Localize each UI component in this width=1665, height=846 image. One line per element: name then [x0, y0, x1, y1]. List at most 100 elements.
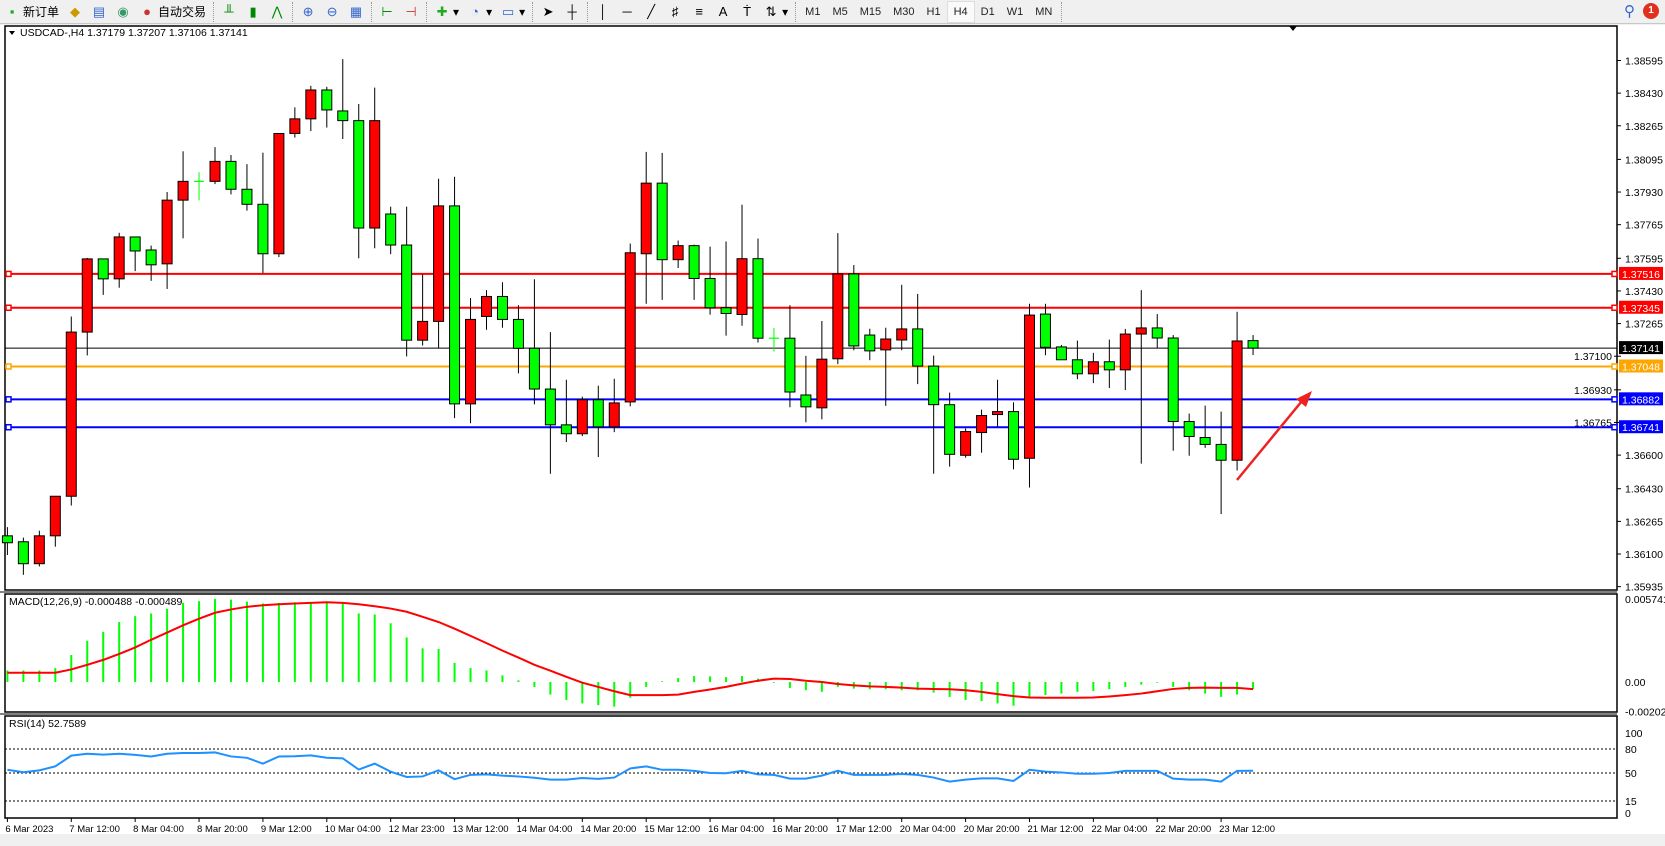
macd-axis-label: 0.00 — [1625, 677, 1646, 689]
candle-bullish — [305, 89, 317, 120]
candle-bullish — [433, 205, 445, 322]
price-axis-label: 1.37265 — [1625, 319, 1663, 331]
time-axis-label: 13 Mar 12:00 — [453, 824, 509, 835]
candle-bearish — [321, 89, 333, 111]
candle-bullish — [816, 358, 828, 409]
tile-windows-button[interactable]: ▦ — [344, 1, 368, 23]
trendline-button[interactable]: ╱ — [639, 1, 663, 23]
time-axis-label: 21 Mar 12:00 — [1027, 824, 1083, 835]
red-arrow-head — [1296, 391, 1312, 407]
indicators-icon: ✚ — [436, 3, 448, 19]
vertical-line-button[interactable]: │ — [591, 1, 615, 23]
price-axis-label: 1.37595 — [1625, 253, 1663, 265]
candle-bullish — [832, 273, 844, 360]
candle-bearish — [145, 249, 157, 266]
timeframe-m5[interactable]: M5 — [832, 5, 848, 18]
chart-window[interactable]: 1.38595 1.38430 1.38265 1.38095 1.37930 1.377… — [0, 25, 1665, 843]
rsi-axis-label: 50 — [1625, 768, 1637, 780]
timeframe-d1[interactable]: D1 — [980, 5, 995, 18]
fibo-fan-button[interactable]: ≡ — [687, 1, 711, 23]
level-handle[interactable] — [1611, 363, 1618, 370]
notification-badge[interactable]: 1 — [1643, 3, 1659, 19]
time-axis-label: 23 Mar 12:00 — [1219, 824, 1275, 835]
auto-trading-button[interactable]: ● 自动交易 — [135, 1, 210, 23]
time-axis-label: 9 Mar 12:00 — [261, 824, 312, 835]
level-handle[interactable] — [1611, 304, 1618, 311]
time-axis-label: 16 Mar 20:00 — [772, 824, 828, 835]
candlestick-button[interactable]: ▮ — [241, 1, 265, 23]
candle-bearish — [1167, 337, 1179, 422]
candle-bearish — [449, 205, 461, 405]
timeframe-h4[interactable]: H4 — [946, 0, 975, 23]
text-button[interactable]: A — [711, 1, 735, 23]
templates-button[interactable]: ▭ ▾ — [496, 1, 529, 23]
line-chart-button[interactable]: ⋀ — [265, 1, 289, 23]
timeframe-m15[interactable]: M15 — [859, 5, 882, 18]
indicators-button[interactable]: ✚ ▾ — [430, 1, 463, 23]
time-axis-label: 10 Mar 04:00 — [325, 824, 381, 835]
candle-bullish — [608, 402, 620, 428]
fibonacci-button[interactable]: ♯ — [663, 1, 687, 23]
fibonacci-icon: ♯ — [671, 3, 679, 19]
red-arrow[interactable] — [1236, 400, 1303, 481]
bar-chart-button[interactable]: ╨ — [217, 1, 241, 23]
signal-button[interactable]: ◉ — [111, 1, 135, 23]
candle-bearish — [97, 258, 109, 280]
level-handle[interactable] — [5, 270, 12, 278]
horizontal-line-button[interactable]: ─ — [615, 1, 639, 23]
search-icon[interactable]: ⚲ — [1624, 3, 1635, 20]
book-button[interactable]: ◆ — [63, 1, 87, 23]
candle-bearish — [848, 273, 860, 347]
zoom-in-button[interactable]: ⊕ — [296, 1, 320, 23]
level-handle[interactable] — [5, 423, 12, 431]
candle-bullish — [1135, 327, 1147, 335]
vertical-line-icon: │ — [599, 3, 608, 19]
candle-bullish — [976, 415, 988, 434]
candle-bearish — [1071, 359, 1083, 375]
text-label-button[interactable]: Ṫ — [735, 1, 759, 23]
autoscroll-icon: ⊣ — [405, 3, 417, 19]
zoom-in-icon: ⊕ — [302, 3, 314, 19]
bid-price-label: 1.37141 — [1622, 343, 1660, 355]
level-handle[interactable] — [1611, 270, 1618, 278]
level-handle[interactable] — [5, 304, 12, 311]
crosshair-button[interactable]: ┼ — [560, 1, 584, 23]
candle-bearish — [1008, 411, 1020, 460]
timeframe-w1[interactable]: W1 — [1006, 5, 1024, 18]
candle-bearish — [688, 245, 700, 279]
autoscroll-button[interactable]: ⊣ — [399, 1, 423, 23]
new-order-button[interactable]: ▪ 新订单 — [0, 1, 63, 23]
time-axis-label: 8 Mar 04:00 — [133, 824, 184, 835]
timeframe-mn[interactable]: MN — [1035, 5, 1053, 18]
price-axis-label: 1.35935 — [1625, 582, 1663, 594]
market-watch-button[interactable]: ▤ — [87, 1, 111, 23]
rsi-axis-label: 100 — [1625, 728, 1643, 740]
timeframe-m1[interactable]: M1 — [805, 5, 821, 18]
price-axis-label: 1.37100 — [1574, 351, 1612, 363]
chart-shift-button[interactable]: ⊢ — [375, 1, 399, 23]
arrows-button[interactable]: ⇅ ▾ — [759, 1, 792, 23]
level-handle[interactable] — [5, 396, 12, 403]
level-price-tag — [1619, 392, 1663, 406]
chevron-down-icon: ▾ — [453, 4, 460, 19]
level-handle[interactable] — [1611, 396, 1618, 403]
price-axis-label: 1.38595 — [1625, 56, 1663, 68]
time-axis-label: 20 Mar 20:00 — [964, 824, 1020, 835]
toolbar: ▪ 新订单 ◆ ▤ ◉ ● 自动交易 ╨ ▮ ⋀ ⊕ ⊖ ▦ ⊢ ⊣ ✚ ▾ ◔ ▾ ▭… — [0, 0, 1665, 24]
candle-bullish — [273, 132, 285, 255]
cursor-button[interactable]: ➤ — [536, 1, 560, 23]
time-axis-label: 14 Mar 04:00 — [516, 824, 572, 835]
bid-price-tag — [1619, 341, 1663, 355]
candle-bullish — [369, 120, 381, 229]
timeframe-h1[interactable]: H1 — [926, 5, 941, 18]
level-handle[interactable] — [1611, 423, 1618, 431]
timeframe-m30[interactable]: M30 — [893, 5, 915, 18]
candle-bullish — [1023, 314, 1035, 459]
chart-shift-marker-icon[interactable] — [1289, 26, 1297, 31]
level-price-tag — [1619, 266, 1663, 280]
zoom-out-button[interactable]: ⊖ — [320, 1, 344, 23]
level-handle[interactable] — [5, 363, 12, 370]
periods-button[interactable]: ◔ ▾ — [463, 1, 496, 23]
collapse-triangle-icon[interactable] — [9, 31, 15, 35]
chart-canvas[interactable]: 1.38595 1.38430 1.38265 1.38095 1.37930 1.377… — [0, 25, 1665, 843]
